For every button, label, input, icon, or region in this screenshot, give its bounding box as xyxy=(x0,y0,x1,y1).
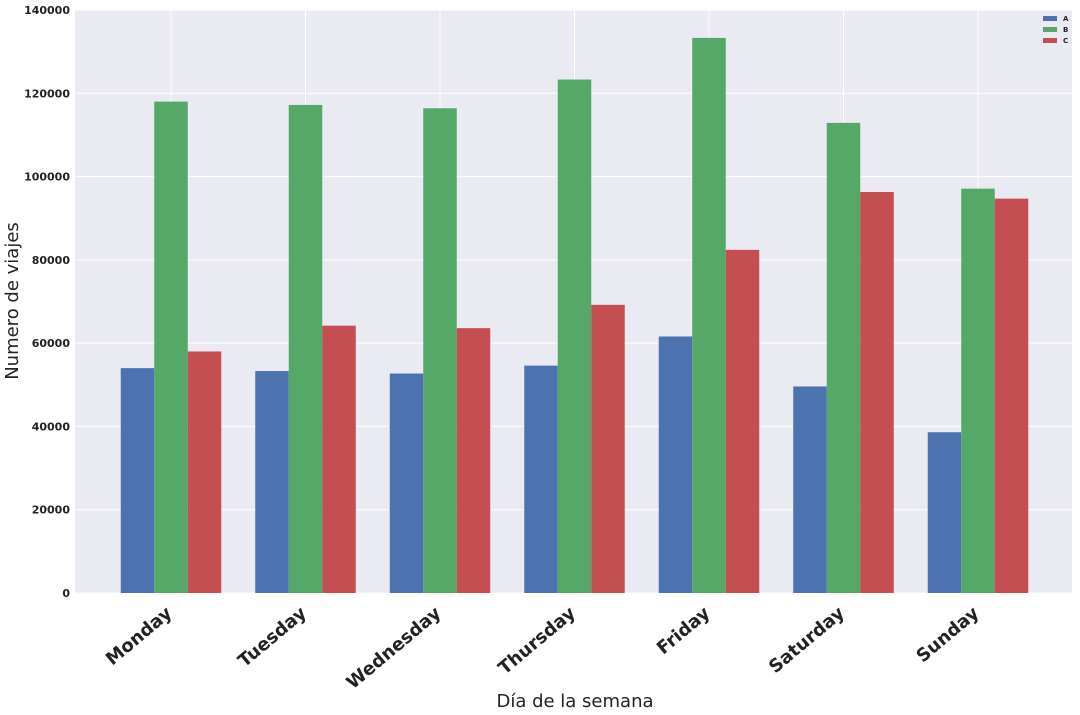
legend-label: C xyxy=(1063,37,1068,45)
x-axis-ticks: Monday Tuesday Wednesday Thursday Friday Satu… xyxy=(102,603,983,694)
legend: ABC xyxy=(1043,15,1069,45)
y-tick-label: 0 xyxy=(62,587,70,600)
bar-b-thursday xyxy=(557,79,592,593)
x-tick-label: Saturday xyxy=(765,603,849,678)
bar-b-wednesday xyxy=(423,108,457,593)
legend-swatch xyxy=(1043,16,1057,21)
y-axis-label: Numero de viajes xyxy=(2,222,23,380)
bar-c-friday xyxy=(725,249,760,593)
x-tick-label: Monday xyxy=(102,603,176,670)
bar-b-friday xyxy=(692,37,726,594)
x-tick-label: Wednesday xyxy=(343,603,446,694)
legend-label: A xyxy=(1063,15,1069,23)
bar-a-thursday xyxy=(524,365,558,593)
x-axis-label: Día de la semana xyxy=(496,691,653,712)
y-tick-label: 120000 xyxy=(24,87,70,100)
y-tick-label: 20000 xyxy=(32,504,71,517)
x-tick-label: Sunday xyxy=(912,603,983,667)
legend-label: B xyxy=(1063,26,1068,34)
bar-b-sunday xyxy=(961,188,995,593)
x-tick-label: Tuesday xyxy=(234,603,311,672)
bar-c-monday xyxy=(187,351,222,593)
bar-b-monday xyxy=(154,101,188,593)
x-tick-label: Thursday xyxy=(494,603,579,679)
bar-b-saturday xyxy=(826,122,861,593)
watermark: 掘金技术社区 @ 拓端tecdat xyxy=(855,677,1060,696)
watermark-text: 掘金技术社区 @ 拓端tecdat xyxy=(855,677,1060,696)
y-axis-ticks: 0 20000 40000 60000 80000 100000 120000 140000 xyxy=(24,4,70,600)
bar-b-tuesday xyxy=(288,104,323,594)
y-tick-label: 140000 xyxy=(24,4,70,17)
bar-a-friday xyxy=(658,336,693,593)
bar-a-tuesday xyxy=(255,371,289,593)
bar-c-sunday xyxy=(994,198,1029,593)
x-tick-label: Friday xyxy=(653,603,715,659)
bar-a-sunday xyxy=(927,432,962,593)
bars xyxy=(120,37,1029,594)
bar-c-wednesday xyxy=(456,328,491,593)
y-tick-label: 80000 xyxy=(32,254,71,267)
y-tick-label: 100000 xyxy=(24,171,70,184)
bar-a-monday xyxy=(120,368,155,593)
legend-swatch xyxy=(1043,27,1057,32)
y-tick-label: 60000 xyxy=(32,337,71,350)
bar-c-thursday xyxy=(591,304,625,593)
bar-c-tuesday xyxy=(322,325,356,593)
legend-swatch xyxy=(1043,38,1057,43)
bar-a-wednesday xyxy=(389,373,424,593)
y-tick-label: 40000 xyxy=(32,420,71,433)
bar-a-saturday xyxy=(793,386,827,593)
bar-c-saturday xyxy=(860,191,894,593)
